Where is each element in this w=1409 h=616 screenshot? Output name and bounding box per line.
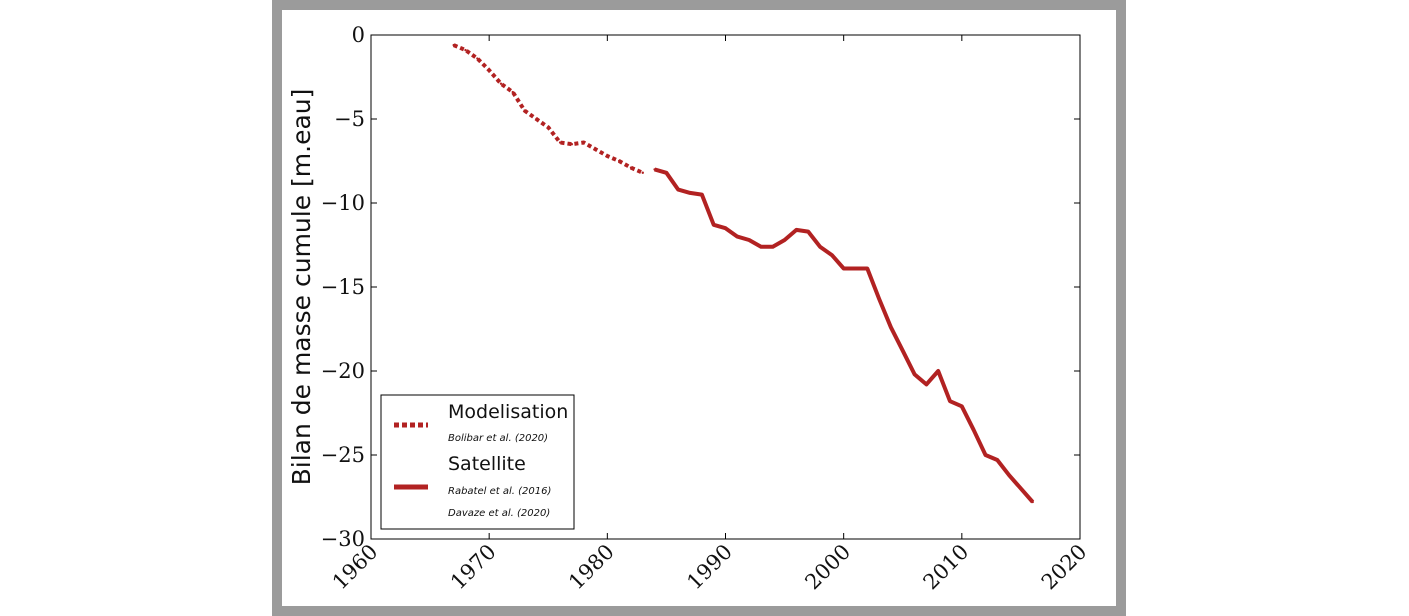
data-point-satellite bbox=[818, 245, 822, 248]
data-point-modelisation bbox=[476, 57, 479, 60]
data-point-satellite bbox=[771, 245, 774, 248]
data-point-satellite bbox=[688, 191, 692, 195]
data-point-satellite bbox=[877, 297, 881, 300]
data-point-satellite bbox=[1007, 473, 1011, 477]
data-point-satellite bbox=[889, 326, 893, 329]
data-point-modelisation bbox=[487, 69, 491, 72]
data-point-satellite bbox=[925, 383, 928, 386]
y-axis-label: Bilan de masse cumule [m.eau] bbox=[287, 89, 316, 486]
legend-ref-rabatel: Rabatel et al. (2016) bbox=[448, 486, 551, 497]
data-point-modelisation bbox=[499, 82, 503, 85]
data-point-modelisation bbox=[641, 171, 644, 174]
y-tick-label: −20 bbox=[321, 359, 365, 383]
y-tick-label: −25 bbox=[321, 443, 365, 467]
y-tick-label: 0 bbox=[352, 23, 365, 47]
data-point-modelisation bbox=[547, 126, 550, 129]
data-point-modelisation bbox=[452, 43, 455, 47]
x-tick-label: 2020 bbox=[1037, 540, 1092, 595]
data-point-satellite bbox=[996, 458, 999, 462]
data-point-satellite bbox=[937, 369, 940, 373]
data-point-modelisation bbox=[523, 109, 526, 112]
data-point-satellite bbox=[948, 400, 952, 403]
data-point-modelisation bbox=[617, 159, 621, 163]
data-point-modelisation bbox=[594, 148, 597, 151]
y-tick-label: −5 bbox=[334, 107, 365, 131]
data-point-satellite bbox=[866, 267, 869, 270]
legend-ref-davaze: Davaze et al. (2020) bbox=[448, 508, 550, 519]
x-tick-label: 1970 bbox=[446, 540, 501, 595]
data-point-modelisation bbox=[582, 141, 585, 144]
legend-ref-bolibar: Bolibar et al. (2020) bbox=[448, 433, 548, 444]
x-tick-label: 1980 bbox=[564, 540, 619, 595]
data-point-satellite bbox=[960, 405, 964, 408]
data-point-satellite bbox=[901, 349, 904, 353]
legend-label-modelisation: Modelisation bbox=[448, 401, 568, 423]
data-point-satellite bbox=[807, 230, 810, 233]
data-point-satellite bbox=[665, 171, 668, 174]
data-point-satellite bbox=[653, 168, 656, 171]
legend-box bbox=[380, 394, 575, 530]
data-point-modelisation bbox=[535, 117, 538, 121]
series-lines bbox=[452, 43, 1035, 504]
x-tick-label: 2000 bbox=[800, 540, 855, 595]
data-point-modelisation bbox=[558, 141, 562, 144]
data-point-satellite bbox=[700, 193, 704, 196]
data-point-satellite bbox=[759, 245, 763, 248]
x-tick-label: 1990 bbox=[682, 540, 737, 595]
data-point-modelisation bbox=[570, 143, 574, 146]
data-point-satellite bbox=[830, 253, 834, 257]
data-point-satellite bbox=[984, 453, 987, 457]
data-point-satellite bbox=[795, 228, 798, 232]
data-point-satellite bbox=[783, 238, 786, 242]
data-point-satellite bbox=[854, 267, 857, 270]
y-tick-label: −30 bbox=[321, 527, 365, 551]
legend-label-satellite: Satellite bbox=[448, 453, 526, 475]
series-line-modelisation bbox=[452, 43, 644, 175]
legend: Modelisation Bolibar et al. (2020) Satel… bbox=[380, 394, 575, 530]
data-point-satellite bbox=[972, 428, 975, 431]
data-point-satellite bbox=[677, 188, 680, 191]
y-tick-label: −15 bbox=[321, 275, 365, 299]
data-point-satellite bbox=[724, 227, 727, 230]
data-point-satellite bbox=[913, 373, 916, 376]
data-point-modelisation bbox=[511, 90, 514, 94]
data-point-satellite bbox=[712, 223, 715, 227]
data-point-satellite bbox=[842, 267, 845, 270]
data-point-satellite bbox=[736, 235, 739, 238]
y-tick-label: −10 bbox=[321, 191, 365, 215]
data-point-satellite bbox=[747, 238, 751, 242]
data-point-modelisation bbox=[464, 48, 467, 52]
y-axis: 0 −5 −10 −15 −20 −25 −30 bbox=[321, 23, 1080, 551]
series-line-satellite bbox=[654, 167, 1035, 504]
data-point-satellite bbox=[1031, 500, 1034, 504]
data-point-modelisation bbox=[606, 154, 609, 158]
data-point-modelisation bbox=[629, 166, 633, 169]
data-point-satellite bbox=[1019, 487, 1023, 490]
x-tick-label: 2010 bbox=[919, 540, 974, 595]
